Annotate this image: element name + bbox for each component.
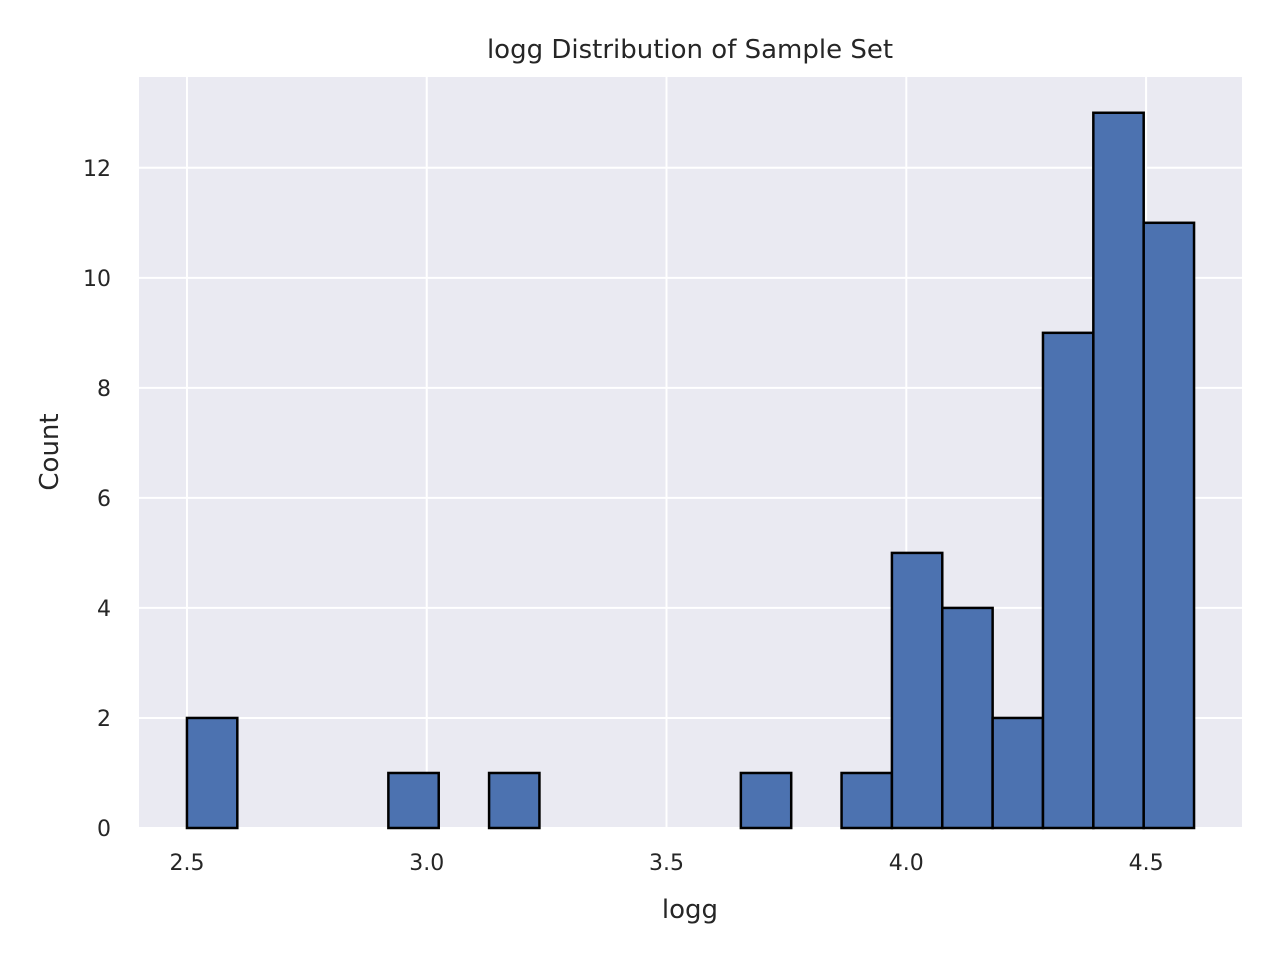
y-tick-label: 6 [97,487,111,512]
x-axis-ticks: 2.5 3.0 3.5 4.0 4.5 [169,851,1163,876]
bars [185,111,1196,830]
x-tick-label: 4.5 [1129,851,1164,876]
y-tick-label: 10 [83,267,111,292]
y-tick-label: 12 [83,157,111,182]
x-tick-label: 2.5 [169,851,204,876]
histogram-bar [739,771,793,830]
histogram-bar [991,716,1045,830]
histogram-bar [387,771,440,830]
histogram-bar [941,606,994,830]
x-tick-label: 3.0 [409,851,444,876]
histogram-bar [487,771,541,830]
chart-title: logg Distribution of Sample Set [487,35,893,65]
x-tick-label: 4.0 [889,851,924,876]
y-tick-label: 8 [97,377,111,402]
x-tick-label: 3.5 [649,851,684,876]
x-axis-label: logg [662,895,718,925]
histogram-bar [890,551,944,830]
histogram-bar [1142,221,1196,830]
y-tick-label: 4 [97,597,111,622]
histogram-bar [185,716,239,830]
histogram-bar [1041,331,1095,830]
histogram-bar [840,771,894,830]
y-axis-label: Count [35,413,65,490]
histogram-bar [1092,111,1145,830]
y-tick-label: 2 [97,707,111,732]
y-axis-ticks: 0 2 4 6 8 10 12 [83,157,111,842]
y-tick-label: 0 [97,817,111,842]
